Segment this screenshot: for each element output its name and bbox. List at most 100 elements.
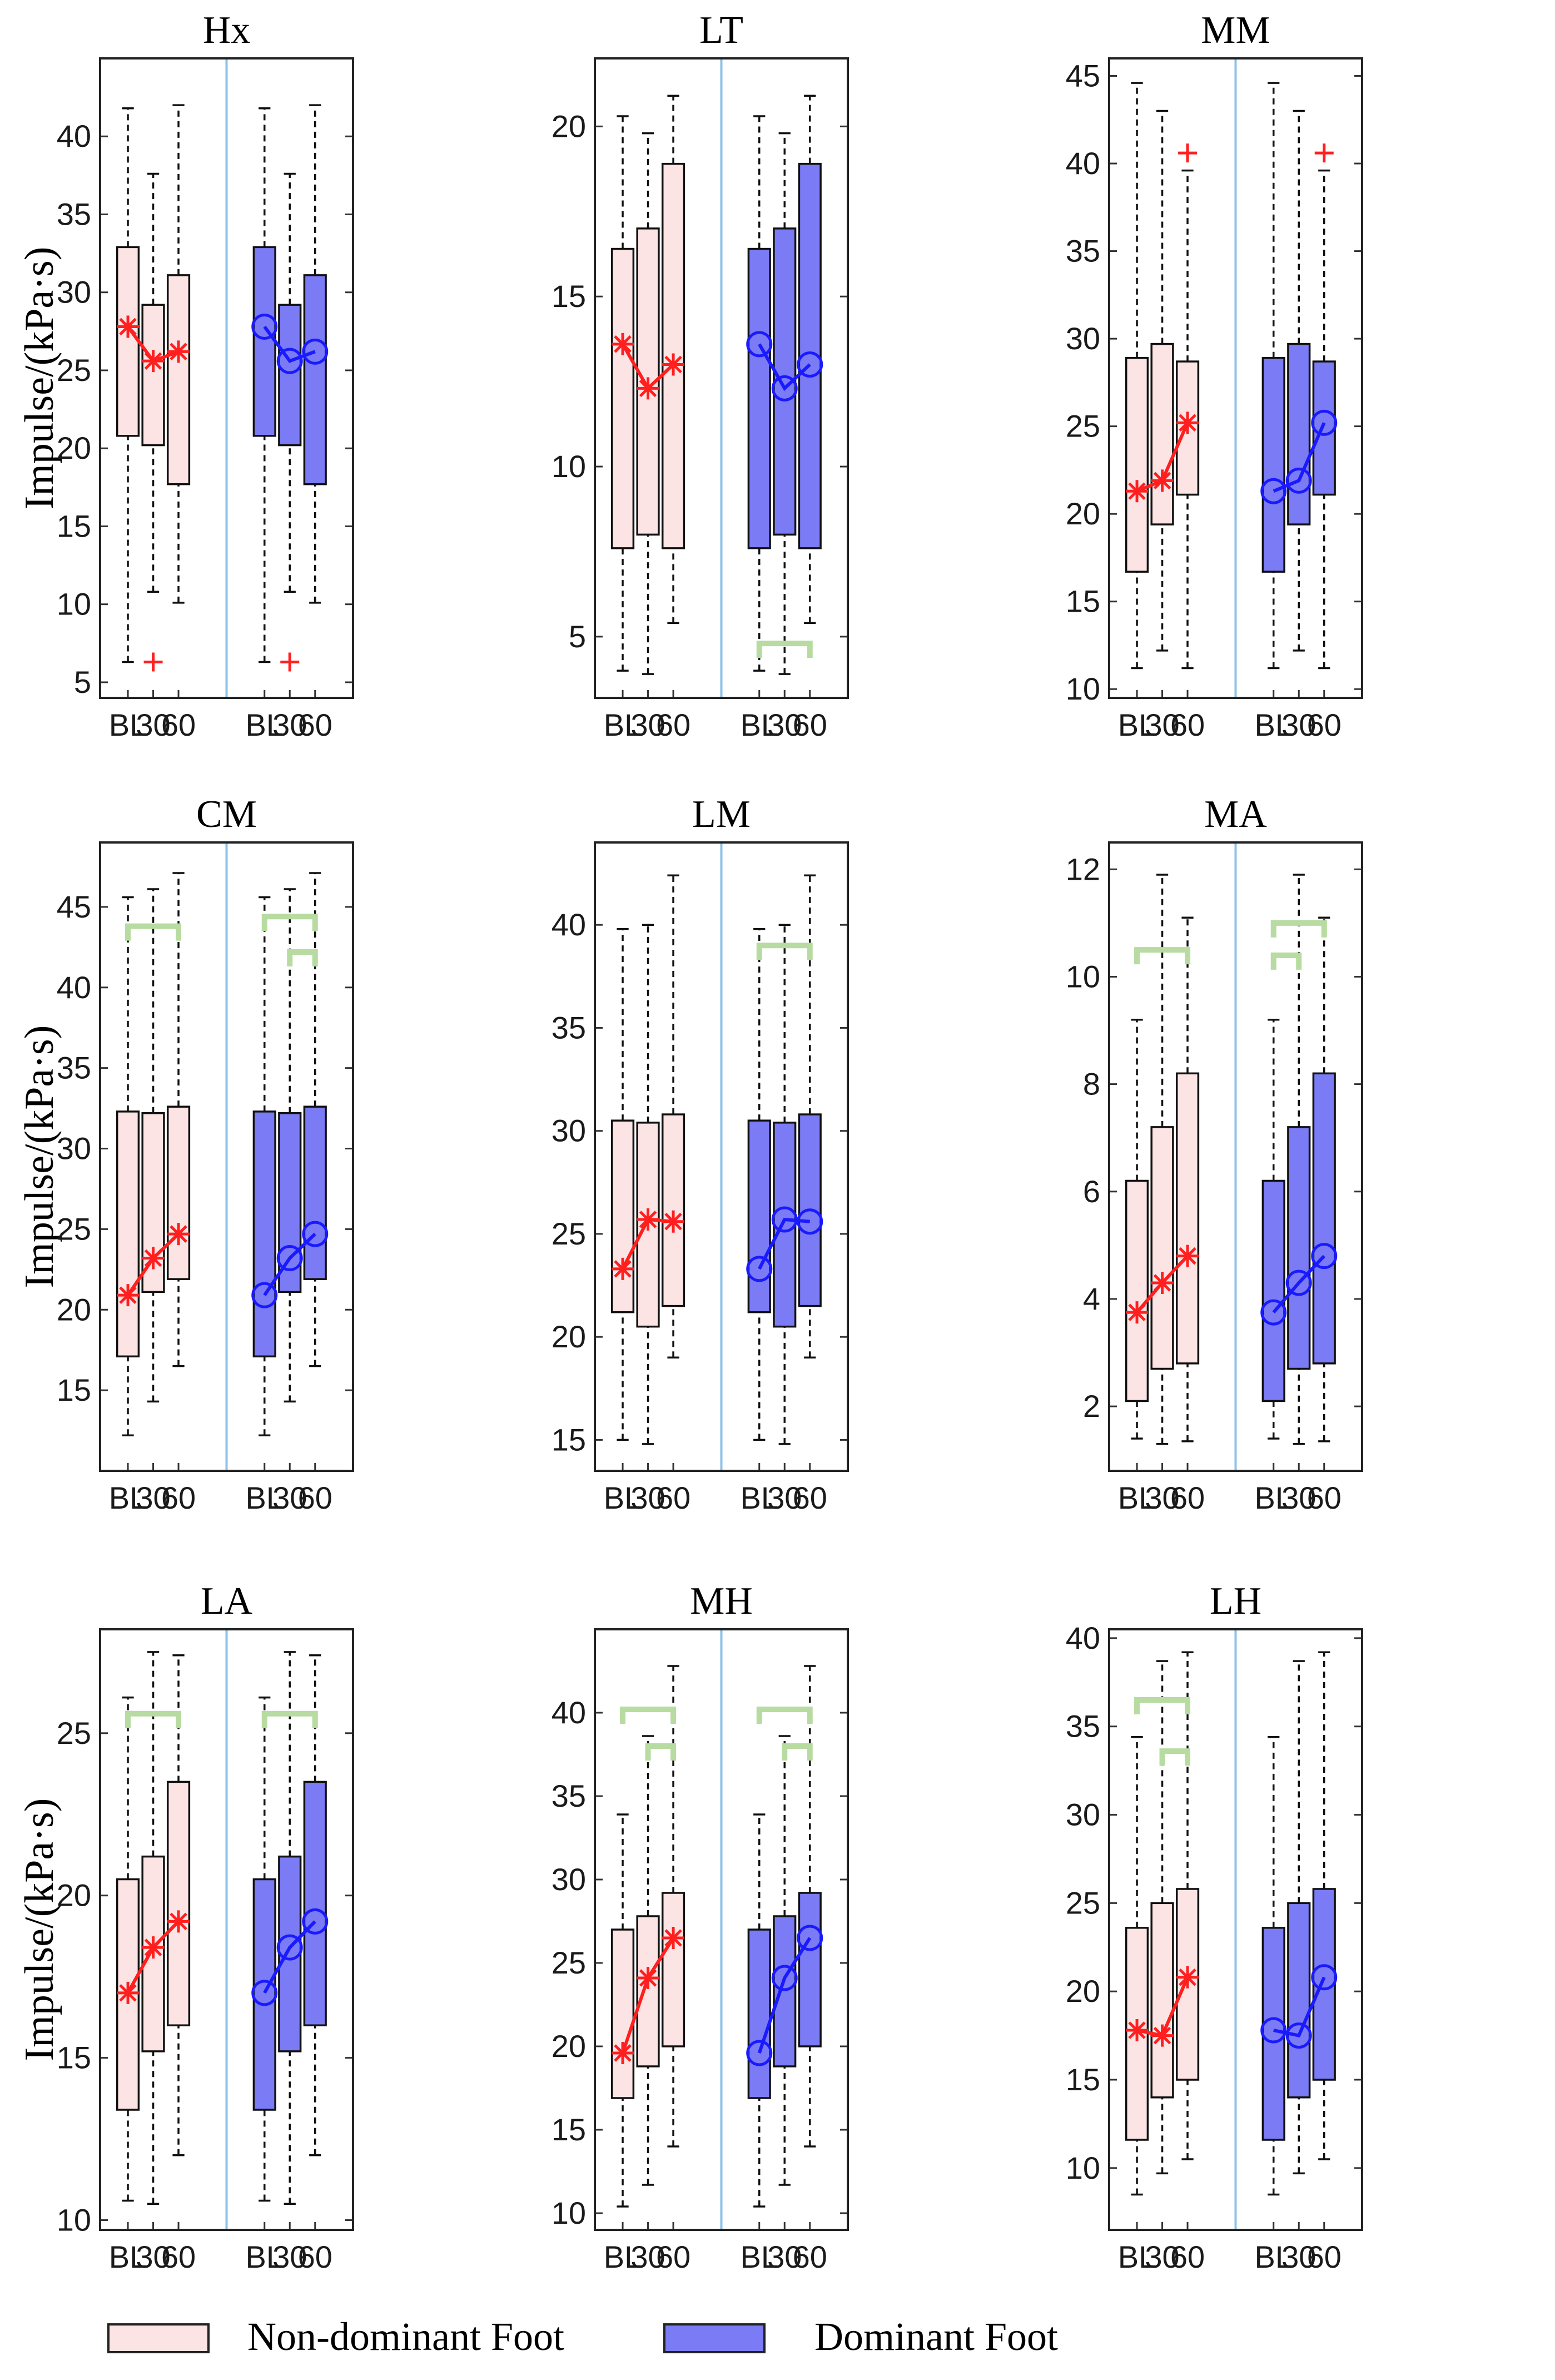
box-dominant-30: [773, 1735, 797, 2186]
median-marker-circle: [251, 1980, 278, 2006]
plot-frame: [1108, 841, 1363, 1472]
box-dominant-bl: [1261, 82, 1285, 670]
box-nondominant-60: [1175, 916, 1200, 1442]
y-tick-label: 40: [552, 1695, 586, 1730]
median-marker-circle: [771, 1206, 798, 1233]
box-body: [1150, 1126, 1174, 1370]
x-tick-label: 60: [656, 2239, 690, 2274]
box-body: [116, 246, 140, 437]
median-marker-circle: [1285, 467, 1312, 494]
median-marker-star: [167, 1223, 190, 1246]
y-tick-label: 15: [552, 2112, 586, 2147]
y-axis-label: Impulse/(kPa·s): [17, 1025, 62, 1288]
median-line-dominant: [1273, 422, 1326, 493]
x-tick-label: BL: [741, 2239, 779, 2274]
x-tick-label: 30: [630, 1480, 665, 1515]
median-marker-circle: [302, 1221, 329, 1247]
median-marker-circle: [1260, 478, 1287, 504]
x-tick-label: 60: [161, 707, 196, 742]
x-tick-label: 30: [1281, 2239, 1316, 2274]
x-tick-label: BL: [741, 707, 779, 742]
panel-title: LH: [1210, 1580, 1261, 1623]
significance-bracket: [756, 943, 813, 960]
significance-bracket: [125, 1710, 182, 1728]
legend-label-nondominant: Non-dominant Foot: [247, 2314, 564, 2359]
x-tick-label: BL: [604, 1480, 642, 1515]
box-nondominant-30: [1150, 1660, 1174, 2175]
y-tick-label: 30: [57, 1131, 91, 1166]
median-marker-circle: [1260, 1299, 1287, 1326]
median-marker-star: [1151, 2024, 1174, 2047]
y-tick-label: 10: [1066, 2150, 1100, 2185]
significance-bracket: [782, 1743, 813, 1761]
significance-bracket: [261, 1710, 318, 1728]
significance-bracket: [125, 923, 182, 941]
median-marker-star: [1126, 2019, 1149, 2042]
x-tick-label: BL: [109, 2239, 147, 2274]
y-tick-label: 20: [57, 1292, 91, 1327]
median-marker-star: [612, 333, 634, 355]
plot-frame: [594, 1628, 849, 2231]
y-tick-label: 15: [552, 279, 586, 314]
median-marker-circle: [797, 1208, 823, 1235]
box-nondominant-30: [1150, 110, 1174, 652]
x-tick-label: 30: [136, 1480, 170, 1515]
box-dominant-30: [773, 132, 797, 675]
significance-bracket: [645, 1743, 677, 1761]
y-tick-label: 15: [57, 2040, 91, 2075]
x-tick-label: 30: [272, 2239, 307, 2274]
y-tick-label: 25: [552, 1216, 586, 1251]
x-tick-label: BL: [246, 1480, 284, 1515]
x-tick-label: 30: [767, 707, 802, 742]
x-tick-label: 60: [1170, 1480, 1205, 1515]
y-tick-label: 10: [1066, 959, 1100, 994]
box-nondominant-60: [1175, 143, 1200, 670]
box-body: [252, 246, 276, 437]
x-tick-label: 30: [767, 2239, 802, 2274]
y-tick-label: 40: [57, 970, 91, 1005]
y-tick-label: 10: [57, 2202, 91, 2237]
box-nondominant-30: [636, 1735, 660, 2186]
y-tick-label: 10: [1066, 671, 1100, 706]
box-nondominant-30: [141, 1651, 165, 2205]
outlier-marker: [1314, 143, 1334, 163]
plot-frame: [594, 841, 849, 1472]
box-nondominant-bl: [610, 115, 635, 672]
y-tick-label: 40: [1066, 146, 1100, 181]
box-dominant-30: [1287, 874, 1311, 1445]
box-body: [1125, 1179, 1149, 1402]
y-tick-label: 25: [1066, 1885, 1100, 1920]
x-tick-label: 60: [298, 707, 332, 742]
box-body: [798, 1892, 822, 2047]
y-tick-label: 35: [1066, 1709, 1100, 1744]
box-nondominant-bl: [610, 928, 635, 1441]
median-marker-star: [637, 1208, 659, 1231]
x-tick-label: BL: [1118, 2239, 1156, 2274]
significance-bracket: [756, 641, 813, 658]
box-nondominant-60: [166, 1654, 191, 2156]
x-tick-label: 30: [272, 1480, 307, 1515]
median-marker-star: [662, 1927, 685, 1949]
box-dominant-30: [773, 924, 797, 1445]
y-tick-label: 20: [57, 430, 91, 465]
box-dominant-60: [798, 95, 822, 624]
median-marker-star: [1126, 480, 1149, 503]
box-body: [1175, 1072, 1200, 1365]
y-tick-label: 12: [1066, 851, 1100, 886]
box-dominant-bl: [252, 1696, 276, 2202]
panel-title: MM: [1201, 9, 1270, 52]
box-body: [303, 1105, 327, 1280]
panel-title: MH: [690, 1580, 753, 1623]
box-body: [1125, 357, 1149, 573]
box-body: [661, 1113, 685, 1307]
y-tick-label: 15: [552, 1422, 586, 1457]
box-nondominant-bl: [610, 1813, 635, 2208]
y-tick-label: 30: [552, 1862, 586, 1897]
box-nondominant-bl: [116, 896, 140, 1437]
x-tick-label: 30: [767, 1480, 802, 1515]
y-tick-label: 25: [57, 353, 91, 388]
